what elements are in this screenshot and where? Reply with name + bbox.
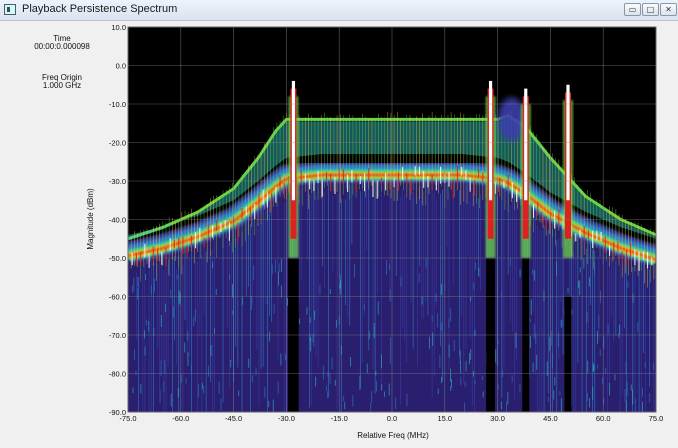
plot-frame xyxy=(127,26,657,413)
time-label: Time xyxy=(53,34,71,43)
time-value: 00:00:0.000098 xyxy=(34,42,90,51)
y-tick-label: -30.0 xyxy=(109,177,126,186)
signal-bump xyxy=(497,97,526,142)
x-tick-label: 30.0 xyxy=(490,414,505,423)
maximize-button[interactable]: □ xyxy=(642,3,659,16)
y-tick-label: -10.0 xyxy=(109,100,126,109)
y-tick-label: 0.0 xyxy=(116,62,126,71)
signal-gap xyxy=(564,296,572,412)
title-bar: Playback Persistence Spectrum ▭ □ ✕ xyxy=(0,0,678,21)
minimize-button[interactable]: ▭ xyxy=(624,3,641,16)
x-tick-label: -45.0 xyxy=(225,414,242,423)
x-tick-label: 75.0 xyxy=(649,414,664,423)
x-tick-label: -15.0 xyxy=(331,414,348,423)
signal-peak xyxy=(524,88,528,201)
x-tick-label: 0.0 xyxy=(387,414,397,423)
x-tick-label: 15.0 xyxy=(437,414,452,423)
x-tick-label: -75.0 xyxy=(119,414,136,423)
persistence-spectrum-chart[interactable]: 10.0 0.0 -10.0 -20.0 -30.0 -40.0 -50.0 -60.0 -70… xyxy=(0,20,678,448)
y-tick-label: -60.0 xyxy=(109,293,126,302)
window-title: Playback Persistence Spectrum xyxy=(22,3,178,15)
close-button[interactable]: ✕ xyxy=(660,3,677,16)
app-window-icon xyxy=(4,4,16,15)
x-tick-label: 45.0 xyxy=(543,414,558,423)
y-tick-label: -70.0 xyxy=(109,331,126,340)
x-axis-label: Relative Freq (MHz) xyxy=(357,431,429,440)
y-tick-label: -40.0 xyxy=(109,216,126,225)
y-tick-label: -80.0 xyxy=(109,370,126,379)
x-tick-label: -60.0 xyxy=(172,414,189,423)
signal-peak xyxy=(488,80,493,201)
y-axis-label: Magnitude (dBm) xyxy=(86,188,95,250)
x-axis-ticks: -75.0 -60.0 -45.0 -30.0 -15.0 0.0 15.0 30.0 45.0… xyxy=(119,414,663,423)
y-axis-ticks: 10.0 0.0 -10.0 -20.0 -30.0 -40.0 -50.0 -60.0 -70… xyxy=(109,23,126,417)
signal-gap xyxy=(486,258,495,412)
signal-gap xyxy=(522,258,530,412)
y-tick-label: -50.0 xyxy=(109,254,126,263)
signal-gap xyxy=(288,258,299,412)
y-tick-label: 10.0 xyxy=(111,23,126,32)
x-tick-label: -30.0 xyxy=(278,414,295,423)
signal-peak xyxy=(291,80,296,201)
x-tick-label: 60.0 xyxy=(596,414,611,423)
freq-origin-value: 1.000 GHz xyxy=(42,81,82,90)
freq-origin-label: Freq Origin xyxy=(41,73,82,82)
y-tick-label: -90.0 xyxy=(109,408,126,417)
y-tick-label: -20.0 xyxy=(109,139,126,148)
